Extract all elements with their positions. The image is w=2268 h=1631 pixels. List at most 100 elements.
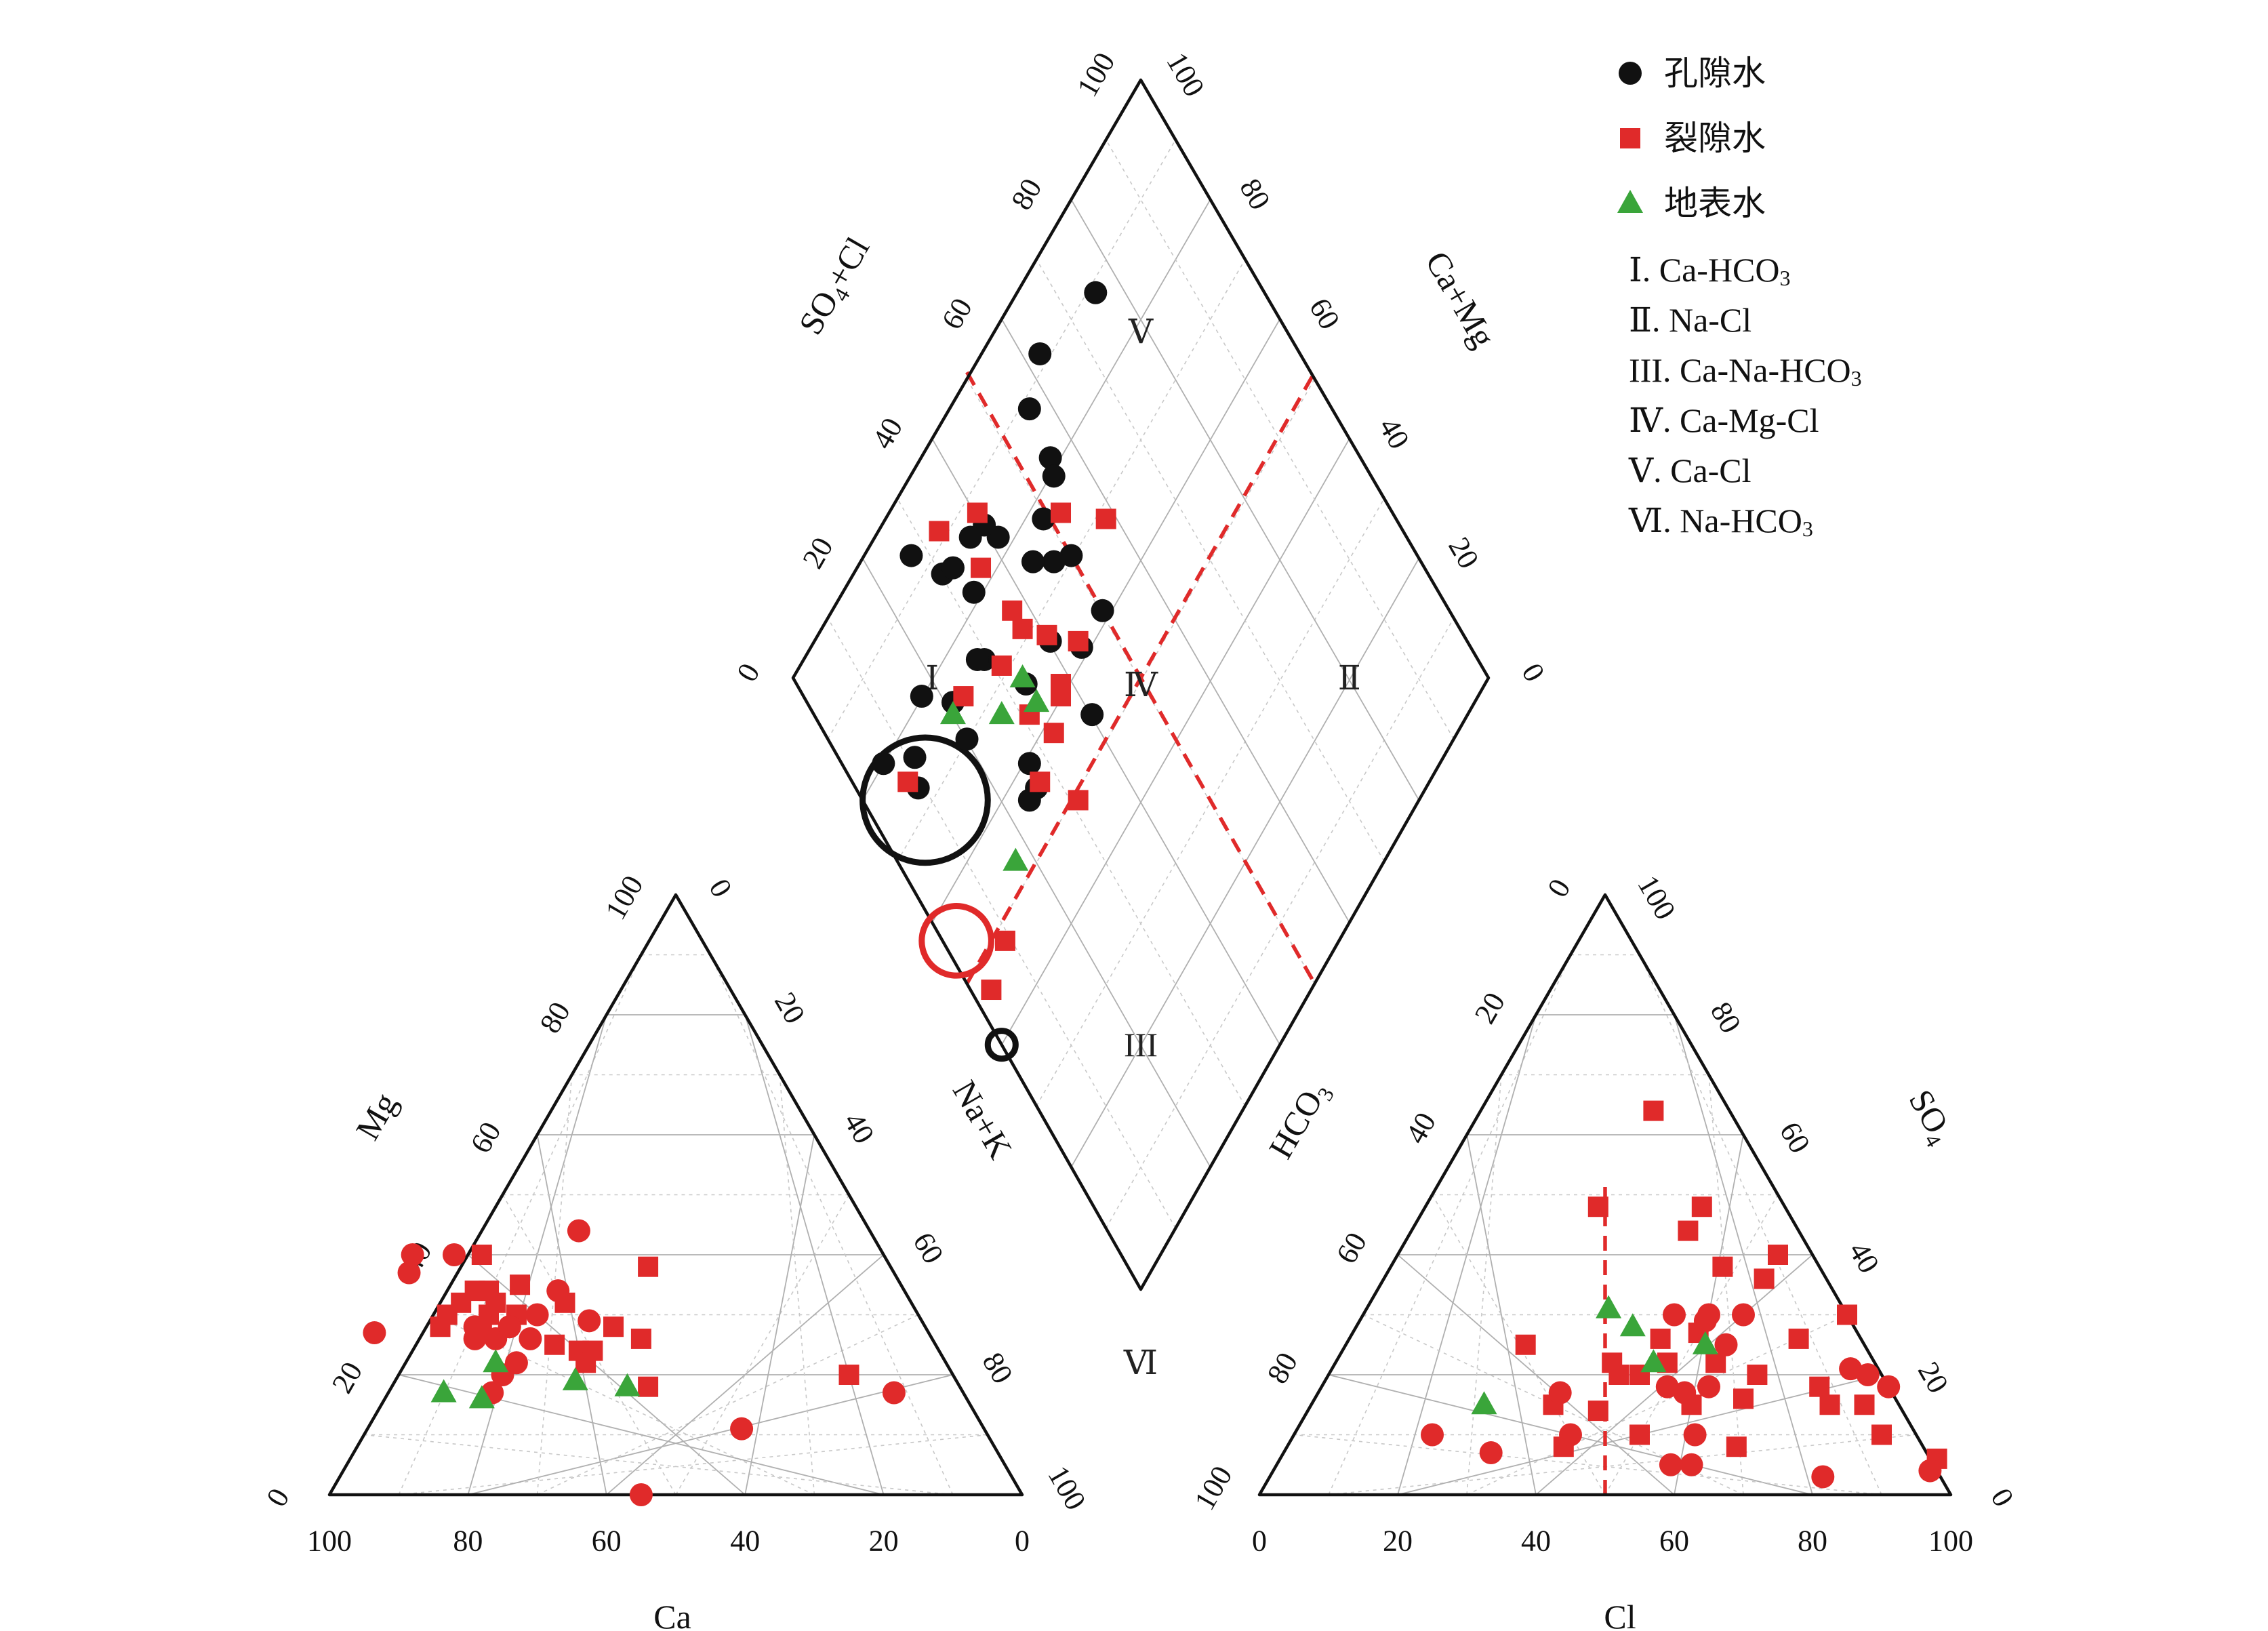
diamond-point-square: [929, 521, 950, 542]
cation-point-square: [638, 1376, 659, 1397]
tick-label-nak: 0: [702, 873, 738, 903]
cation-point-circle: [730, 1417, 754, 1441]
diamond-point-circle: [1084, 281, 1108, 304]
tick-label-hco3: 100: [1188, 1460, 1238, 1516]
diamond-point-square: [953, 686, 974, 707]
cation-gridline: [364, 1434, 953, 1495]
anion-point-circle: [1479, 1441, 1503, 1465]
tick-label-mg: 0: [260, 1483, 296, 1512]
anion-point-square: [1809, 1376, 1830, 1397]
anion-gridline: [1604, 1194, 1779, 1495]
tick-label-cl: 80: [1798, 1525, 1827, 1558]
diamond-point-circle: [1017, 752, 1041, 776]
anion-point-circle: [1856, 1363, 1880, 1386]
anion-point-circle: [1811, 1465, 1835, 1489]
anion-point-circle: [1548, 1381, 1572, 1405]
legend-label: 孔隙水: [1664, 54, 1766, 92]
axis-label-ca: Ca: [653, 1598, 691, 1631]
anion-point-circle: [1663, 1303, 1686, 1327]
anion-point-square: [1705, 1352, 1726, 1373]
anion-gridline: [1328, 954, 1571, 1495]
tick-label-mg: 100: [599, 870, 649, 925]
tick-label-nak: 80: [976, 1347, 1019, 1390]
cation-point-circle: [401, 1243, 424, 1266]
diamond-point-circle: [1042, 550, 1066, 573]
cation-gridline: [779, 1074, 815, 1495]
highlight-ring: [984, 1028, 1019, 1062]
legend-type-label: III. Ca-Na-HCO3: [1629, 351, 1862, 390]
cation-point-circle: [546, 1279, 570, 1303]
axis-label-mg: Mg: [348, 1086, 405, 1146]
cation-point-square: [638, 1256, 659, 1277]
diamond-frame: [791, 78, 1491, 1291]
tick-label-mg: 80: [533, 996, 577, 1039]
diamond-point-circle: [903, 746, 927, 769]
tick-label-so4: 20: [1911, 1356, 1955, 1399]
diamond-point-square: [971, 557, 992, 578]
cation-point-circle: [397, 1261, 421, 1285]
diamond-point-square: [1012, 618, 1033, 639]
tick-label-nak: 100: [1041, 1460, 1092, 1516]
legend-label: 裂隙水: [1664, 119, 1766, 157]
diamond-gridline: [862, 558, 1211, 1168]
diamond-point-circle: [910, 685, 933, 708]
tick-label-hco3: 0: [1541, 873, 1577, 903]
cation-point-circle: [578, 1309, 601, 1333]
diamond-gridline: [1070, 199, 1420, 801]
legend-marker: [1620, 128, 1640, 148]
anion-point-square: [1733, 1388, 1754, 1409]
tick-label-cl: 100: [1928, 1525, 1973, 1558]
tick-label-so4cl: 80: [1005, 173, 1048, 216]
cation-point-circle: [519, 1327, 542, 1350]
anion-point-square: [1871, 1424, 1892, 1445]
tick-label-camg: 40: [1373, 412, 1416, 455]
tick-label-so4cl: 60: [935, 292, 979, 335]
cation-point-circle: [498, 1315, 521, 1339]
tick-label-ca: 80: [453, 1525, 483, 1558]
anion-gridline: [1328, 1434, 1917, 1495]
anion-gridline: [1639, 954, 1882, 1495]
tick-label-ca: 20: [869, 1525, 899, 1558]
anion-point-square: [1650, 1328, 1671, 1349]
legend-label: 地表水: [1664, 184, 1766, 222]
highlight-ring: [918, 903, 994, 979]
diamond-point-square: [897, 771, 918, 792]
anion-point-circle: [1659, 1453, 1682, 1476]
cation-point-square: [603, 1316, 624, 1337]
tick-label-cl: 40: [1521, 1525, 1551, 1558]
cation-point-square: [471, 1245, 492, 1265]
tick-label-so4: 0: [1984, 1483, 2020, 1512]
tick-label-camg: 100: [1160, 47, 1211, 102]
tick-label-mg: 60: [464, 1116, 507, 1159]
region-label: III: [1124, 1026, 1158, 1064]
cation-gridline: [710, 954, 954, 1495]
tick-label-cl: 20: [1383, 1525, 1413, 1558]
tick-label-so4: 100: [1631, 870, 1682, 925]
diamond-point-circle: [941, 556, 965, 580]
cation-point-circle: [567, 1219, 590, 1243]
cation-point-triangle: [430, 1379, 457, 1403]
anion-point-triangle: [1471, 1391, 1497, 1415]
legend-marker: [1619, 62, 1642, 85]
anion-point-square: [1587, 1401, 1608, 1422]
cation-gridline: [744, 1134, 815, 1495]
cation-point-circle: [629, 1483, 653, 1506]
cation-point-square: [479, 1281, 500, 1302]
diamond-point-square: [1068, 790, 1089, 811]
anion-gridline: [1397, 1254, 1675, 1495]
tick-label-hco3: 60: [1330, 1227, 1373, 1270]
diamond-point-circle: [1038, 446, 1062, 470]
anion-point-square: [1678, 1220, 1699, 1241]
legend-type-subscript: 3: [1780, 266, 1791, 290]
cation-point-square: [437, 1304, 458, 1325]
anion-point-square: [1837, 1304, 1857, 1325]
diamond-point-square: [1051, 686, 1072, 707]
tick-label-so4cl: 20: [796, 531, 839, 574]
axis-label-so4cl: SO4+Cl: [791, 230, 880, 343]
diamond-point-circle: [965, 647, 989, 671]
cation-point-square: [510, 1274, 531, 1295]
anion-point-triangle: [1692, 1331, 1718, 1354]
